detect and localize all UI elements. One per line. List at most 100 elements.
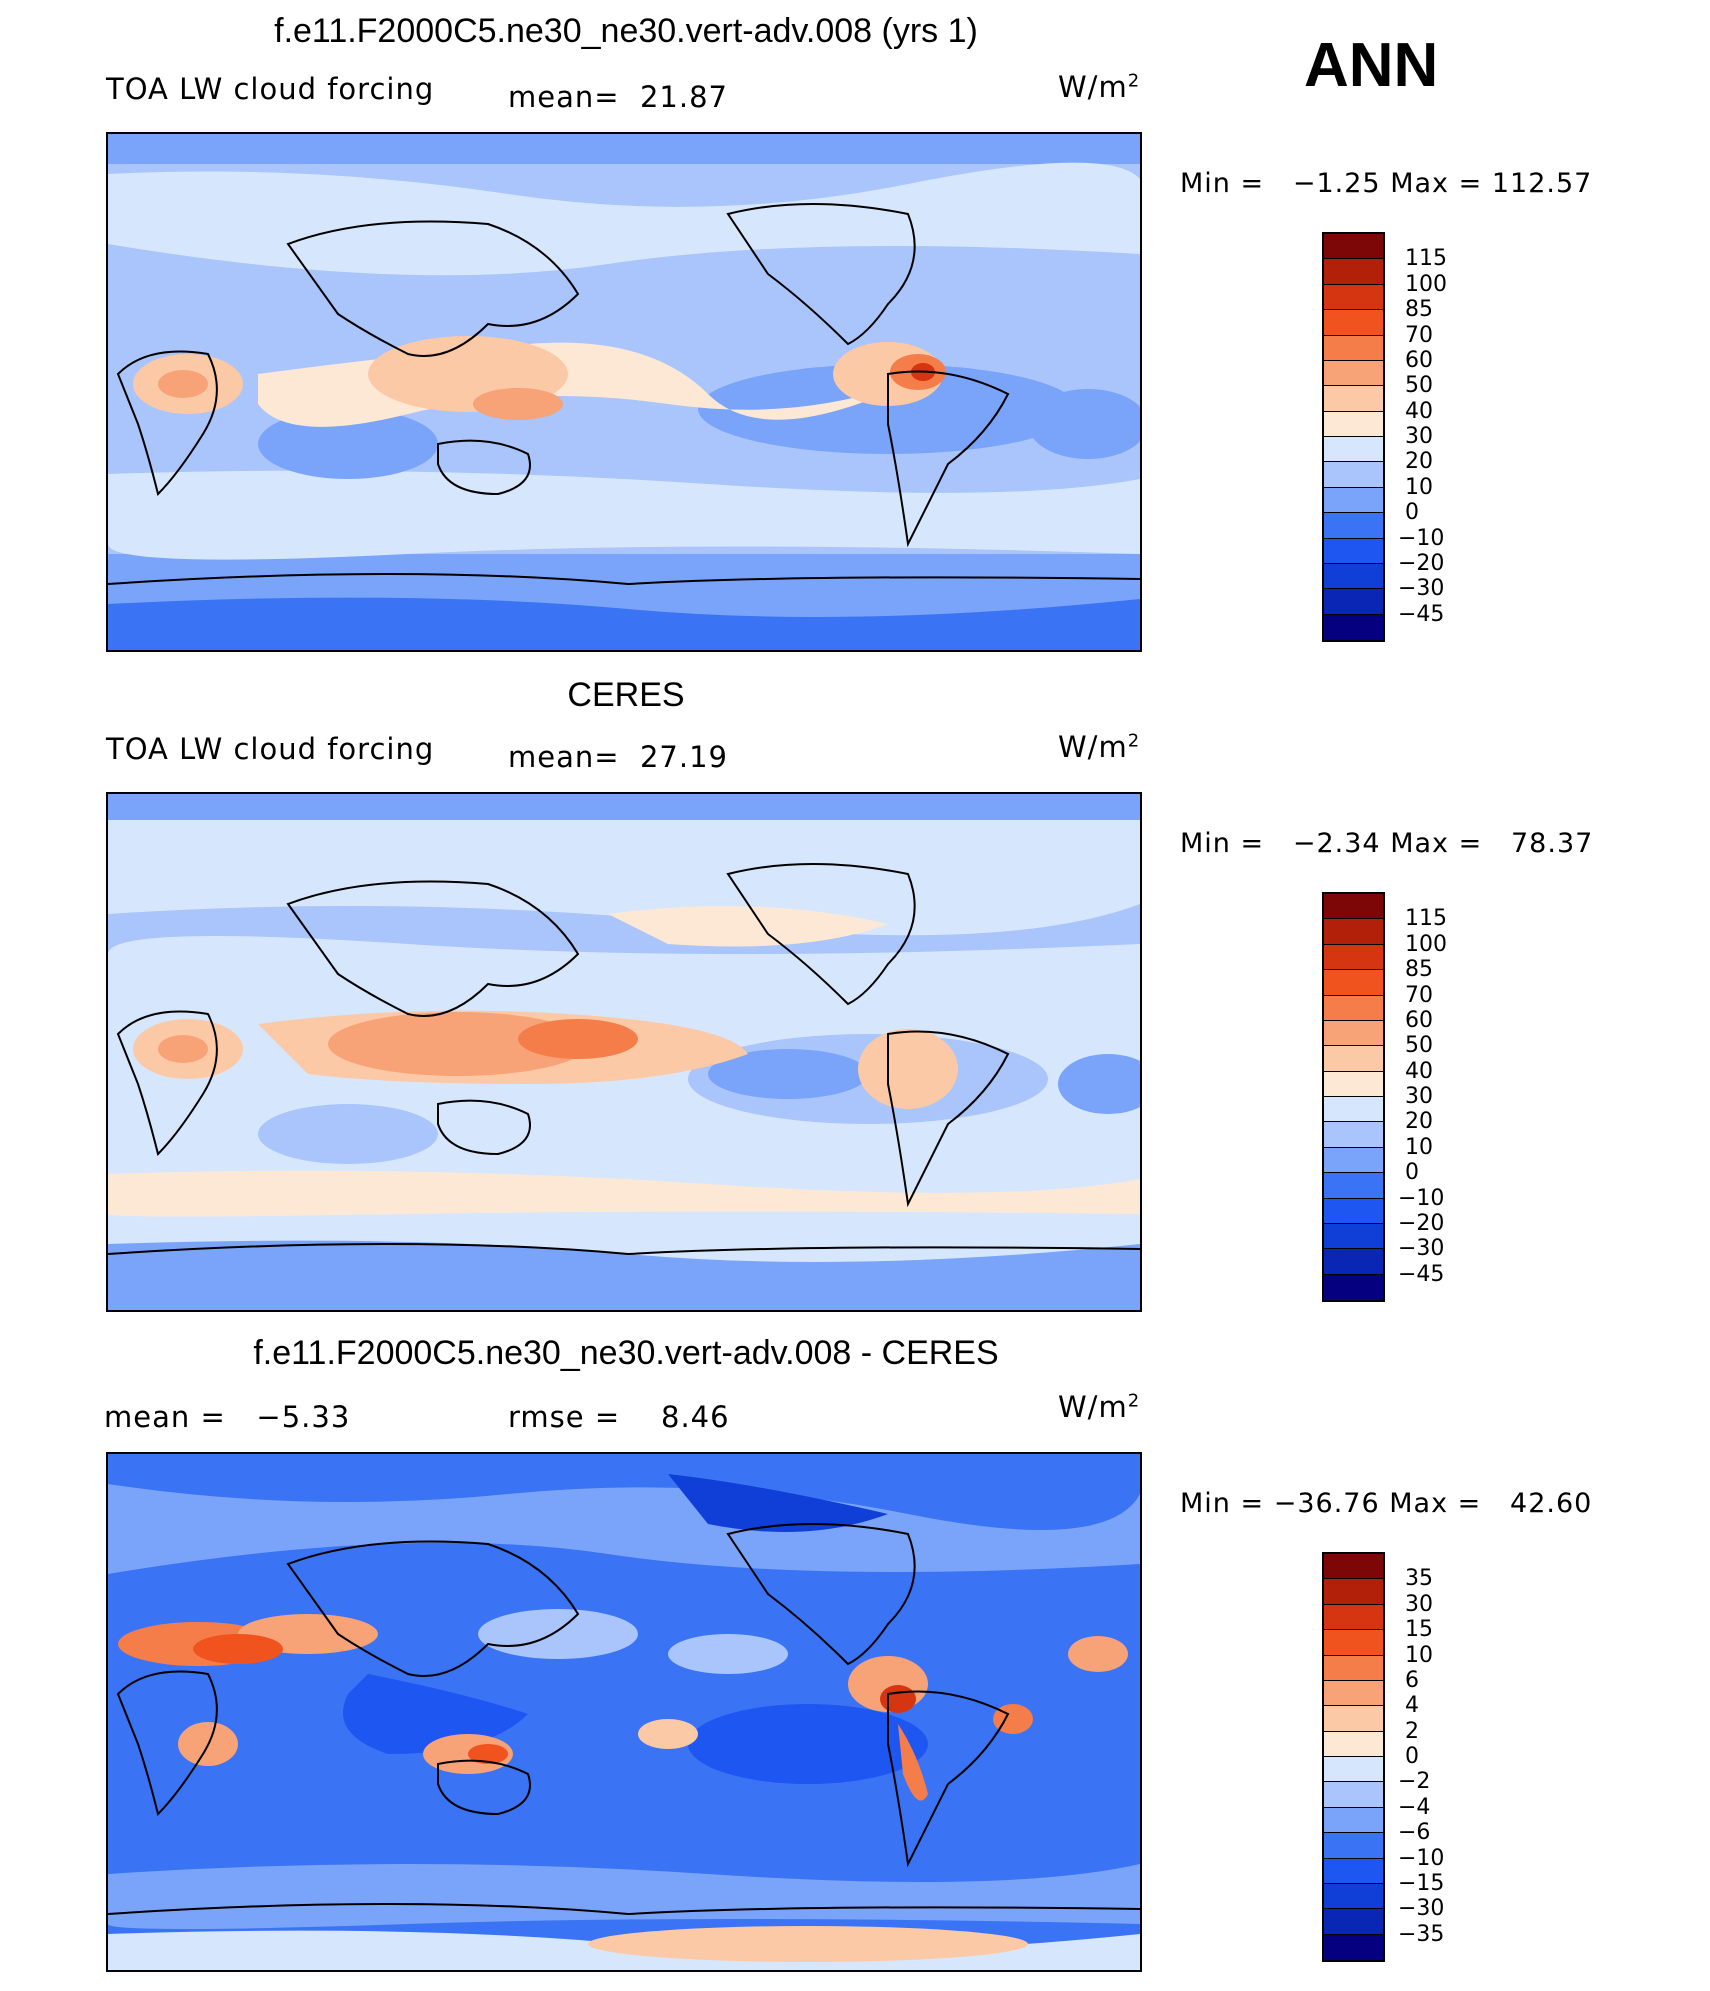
colorbar-swatch xyxy=(1324,437,1383,463)
colorbar-swatch xyxy=(1324,310,1383,336)
panel-3-mean: mean = −5.33 xyxy=(104,1400,350,1434)
colorbar-swatch xyxy=(1324,995,1383,1021)
colorbar-tick-label: 35 xyxy=(1405,1566,1433,1592)
panel-3-mean-label: mean = xyxy=(104,1400,226,1434)
panel-3-colorbar xyxy=(1322,1552,1385,1962)
colorbar-swatch xyxy=(1324,1909,1383,1935)
colorbar-swatch xyxy=(1324,1249,1383,1275)
colorbar-swatch xyxy=(1324,1274,1383,1300)
panel-2-map xyxy=(106,792,1142,1312)
colorbar-tick-label: −15 xyxy=(1398,1870,1445,1896)
colorbar-tick-label: 20 xyxy=(1405,1109,1433,1135)
colorbar-tick-label: 40 xyxy=(1405,398,1433,424)
panel-2-map-field xyxy=(108,794,1140,1310)
colorbar-swatch xyxy=(1324,1731,1383,1757)
panel-1-title: f.e11.F2000C5.ne30_ne30.vert-adv.008 (yr… xyxy=(274,12,978,50)
colorbar-swatch xyxy=(1324,1858,1383,1884)
colorbar-tick-label: 85 xyxy=(1405,297,1433,323)
colorbar-tick-label: 100 xyxy=(1405,271,1447,297)
colorbar-tick-label: −20 xyxy=(1398,1210,1445,1236)
colorbar-tick-label: −30 xyxy=(1398,576,1445,602)
colorbar-swatch xyxy=(1324,1020,1383,1047)
colorbar-swatch xyxy=(1324,1807,1383,1834)
colorbar-swatch xyxy=(1324,1655,1383,1681)
colorbar-swatch xyxy=(1324,1706,1383,1732)
colorbar-swatch xyxy=(1324,1630,1383,1656)
colorbar-tick-label: 50 xyxy=(1405,1033,1433,1059)
colorbar-tick-label: −10 xyxy=(1398,1845,1445,1871)
colorbar-tick-label: 0 xyxy=(1405,1160,1419,1186)
colorbar-tick-label: −30 xyxy=(1398,1896,1445,1922)
colorbar-swatch xyxy=(1324,411,1383,437)
panel-3-minmax: Min = −36.76 Max = 42.60 xyxy=(1180,1488,1593,1519)
panel-1-colorbar xyxy=(1322,232,1385,642)
colorbar-swatch xyxy=(1324,1198,1383,1224)
colorbar-tick-label: 10 xyxy=(1405,1134,1433,1160)
colorbar-swatch xyxy=(1324,487,1383,514)
colorbar-tick-label: 10 xyxy=(1405,474,1433,500)
panel-2-mean-label: mean= xyxy=(508,740,620,774)
colorbar-swatch xyxy=(1324,563,1383,590)
colorbar-tick-label: 40 xyxy=(1405,1058,1433,1084)
season-label: ANN xyxy=(1304,31,1439,100)
colorbar-swatch xyxy=(1324,1147,1383,1174)
panel-1-map xyxy=(106,132,1142,652)
colorbar-tick-label: −4 xyxy=(1398,1794,1431,1820)
colorbar-tick-label: 60 xyxy=(1405,347,1433,373)
colorbar-tick-label: 100 xyxy=(1405,931,1447,957)
panel-3-title: f.e11.F2000C5.ne30_ne30.vert-adv.008 - C… xyxy=(253,1334,999,1372)
panel-1-mean-value: 21.87 xyxy=(639,80,729,114)
panel-1-map-field xyxy=(108,134,1140,650)
panel-2-title: CERES xyxy=(567,676,685,714)
panel-3-map xyxy=(106,1452,1142,1972)
colorbar-tick-label: −35 xyxy=(1398,1921,1445,1947)
panel-1-mean-label: mean= xyxy=(508,80,620,114)
colorbar-tick-label: 15 xyxy=(1405,1617,1433,1643)
panel-2-mean-value: 27.19 xyxy=(639,740,729,774)
colorbar-swatch xyxy=(1324,1071,1383,1097)
colorbar-swatch xyxy=(1324,462,1383,488)
colorbar-tick-label: 0 xyxy=(1405,1744,1419,1769)
colorbar-tick-label: −20 xyxy=(1398,550,1445,576)
colorbar-swatch xyxy=(1324,1833,1383,1859)
panel-3-mean-value: −5.33 xyxy=(256,1400,351,1434)
panel-1-variable: TOA LW cloud forcing xyxy=(106,72,435,106)
panel-2-colorbar xyxy=(1322,892,1385,1302)
colorbar-tick-label: 115 xyxy=(1405,906,1447,932)
panel-3-rmse: rmse = 8.46 xyxy=(508,1400,730,1434)
colorbar-tick-label: 30 xyxy=(1405,1591,1433,1617)
colorbar-tick-label: 70 xyxy=(1405,322,1433,348)
colorbar-tick-label: 4 xyxy=(1405,1693,1419,1719)
colorbar-tick-label: −30 xyxy=(1398,1236,1445,1262)
colorbar-swatch xyxy=(1324,1782,1383,1808)
colorbar-swatch xyxy=(1324,513,1383,539)
panel-2-variable: TOA LW cloud forcing xyxy=(106,732,435,766)
panel-3-map-field xyxy=(108,1454,1140,1970)
colorbar-tick-label: −10 xyxy=(1398,1185,1445,1211)
panel-1-minmax: Min = −1.25 Max = 112.57 xyxy=(1180,168,1593,199)
colorbar-swatch xyxy=(1324,1223,1383,1250)
colorbar-tick-label: −10 xyxy=(1398,525,1445,551)
colorbar-tick-label: 2 xyxy=(1405,1718,1419,1744)
colorbar-tick-label: −45 xyxy=(1398,1261,1445,1287)
colorbar-tick-label: 60 xyxy=(1405,1007,1433,1033)
colorbar-swatch xyxy=(1324,234,1383,260)
colorbar-tick-label: −45 xyxy=(1398,601,1445,627)
panel-2-mean: mean= 27.19 xyxy=(508,740,728,774)
panel-3-rmse-value: 8.46 xyxy=(661,1400,730,1434)
panel-2-minmax: Min = −2.34 Max = 78.37 xyxy=(1180,828,1594,859)
colorbar-swatch xyxy=(1324,360,1383,387)
colorbar-swatch xyxy=(1324,1554,1383,1580)
colorbar-swatch xyxy=(1324,386,1383,412)
colorbar-tick-label: −6 xyxy=(1398,1820,1431,1846)
colorbar-swatch xyxy=(1324,538,1383,564)
colorbar-swatch xyxy=(1324,1680,1383,1707)
colorbar-swatch xyxy=(1324,1604,1383,1631)
colorbar-swatch xyxy=(1324,259,1383,285)
colorbar-tick-label: 70 xyxy=(1405,982,1433,1008)
panel-1-units: W/m2 xyxy=(1058,70,1141,104)
colorbar-swatch xyxy=(1324,1097,1383,1123)
panel-2-units: W/m2 xyxy=(1058,730,1141,764)
colorbar-swatch xyxy=(1324,894,1383,920)
colorbar-tick-label: −2 xyxy=(1398,1769,1431,1795)
